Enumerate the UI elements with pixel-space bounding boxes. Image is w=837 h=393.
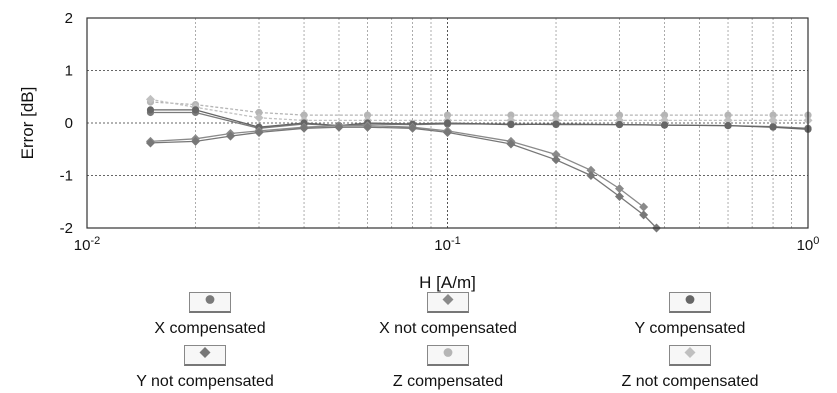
data-point	[552, 120, 560, 128]
data-point	[552, 111, 560, 119]
diamond-marker-icon	[683, 346, 697, 365]
data-point	[443, 127, 452, 137]
legend-swatch	[184, 345, 226, 366]
y-tick-label: -1	[60, 168, 73, 185]
data-point	[191, 106, 200, 114]
y-tick-label: 0	[65, 115, 73, 132]
series-line	[150, 101, 808, 116]
data-point	[507, 120, 515, 129]
circle-marker-icon	[203, 293, 217, 312]
legend-swatch	[427, 292, 469, 313]
data-point	[639, 210, 649, 220]
data-point	[255, 108, 263, 117]
data-point	[586, 165, 596, 175]
data-point	[299, 123, 309, 133]
plot-frame	[86, 17, 809, 229]
diamond-marker-icon	[198, 346, 212, 365]
data-point	[615, 184, 625, 194]
series-5	[146, 98, 812, 119]
series-2	[145, 121, 649, 212]
data-point	[724, 122, 732, 130]
series-line	[150, 126, 657, 229]
y-tick-label: 2	[65, 10, 73, 27]
data-point	[769, 111, 777, 119]
legend-item-z-compensated[interactable]: Z compensated	[348, 345, 548, 391]
data-point	[723, 115, 733, 125]
legend-label: Z compensated	[392, 373, 504, 390]
y-tick-label: -2	[60, 220, 73, 237]
legend-label: X not compensated	[379, 320, 517, 337]
series-line	[150, 124, 644, 208]
legend-swatch	[669, 292, 711, 313]
data-point	[615, 192, 625, 201]
legend-item-y-compensated[interactable]: Y compensated	[590, 292, 790, 338]
legend-item-y-not-compensated[interactable]: Y not compensated	[105, 345, 305, 391]
legend-item-x-not-compensated[interactable]: X not compensated	[348, 292, 548, 338]
data-point	[586, 171, 596, 180]
data-point	[769, 123, 777, 131]
data-point	[615, 111, 624, 119]
data-point	[660, 121, 669, 129]
y-tick-label: 1	[65, 63, 73, 80]
data-point	[443, 111, 452, 119]
tick-labels: 210-1-210-2 10-1 100	[60, 10, 820, 254]
legend-item-x-compensated[interactable]: X compensated	[110, 292, 310, 338]
data-point	[225, 131, 235, 141]
data-point	[145, 94, 155, 104]
data-point	[363, 111, 372, 119]
legend-swatch	[669, 345, 711, 366]
x-axis-title: H [A/m]	[419, 273, 476, 292]
legend-swatch	[427, 345, 469, 366]
series-4	[145, 122, 662, 233]
circle-marker-icon	[441, 346, 455, 365]
data-point	[639, 202, 649, 212]
data-point	[300, 111, 308, 119]
x-tick-label: 10-2	[74, 235, 100, 254]
series-layer	[145, 94, 813, 233]
data-point	[507, 111, 515, 119]
series-3	[146, 106, 812, 133]
data-point	[254, 127, 264, 137]
series-line	[150, 98, 808, 122]
data-point	[334, 122, 344, 132]
data-point	[254, 113, 264, 123]
x-tick-label: 10-1	[434, 235, 460, 254]
legend-item-z-not-compensated[interactable]: Z not compensated	[590, 345, 790, 391]
data-point	[551, 150, 561, 159]
series-6	[145, 94, 813, 125]
diamond-marker-icon	[441, 293, 455, 312]
data-point	[768, 115, 778, 125]
legend-swatch	[189, 292, 231, 313]
data-point	[408, 123, 418, 133]
legend-label: Y not compensated	[136, 373, 274, 390]
x-tick-label: 100	[797, 235, 820, 254]
y-axis-title: Error [dB]	[18, 87, 37, 160]
data-point	[145, 138, 155, 148]
data-point	[146, 106, 155, 114]
data-point	[551, 155, 561, 165]
circle-marker-icon	[683, 293, 697, 312]
data-point	[443, 119, 452, 127]
data-point	[363, 122, 373, 132]
legend-label: Z not compensated	[621, 373, 759, 390]
legend-label: X compensated	[154, 320, 266, 337]
data-point	[615, 120, 624, 129]
data-point	[191, 136, 201, 146]
legend-label: Y compensated	[634, 320, 746, 337]
data-point	[660, 111, 669, 119]
data-point	[506, 139, 516, 149]
data-point	[724, 111, 732, 119]
